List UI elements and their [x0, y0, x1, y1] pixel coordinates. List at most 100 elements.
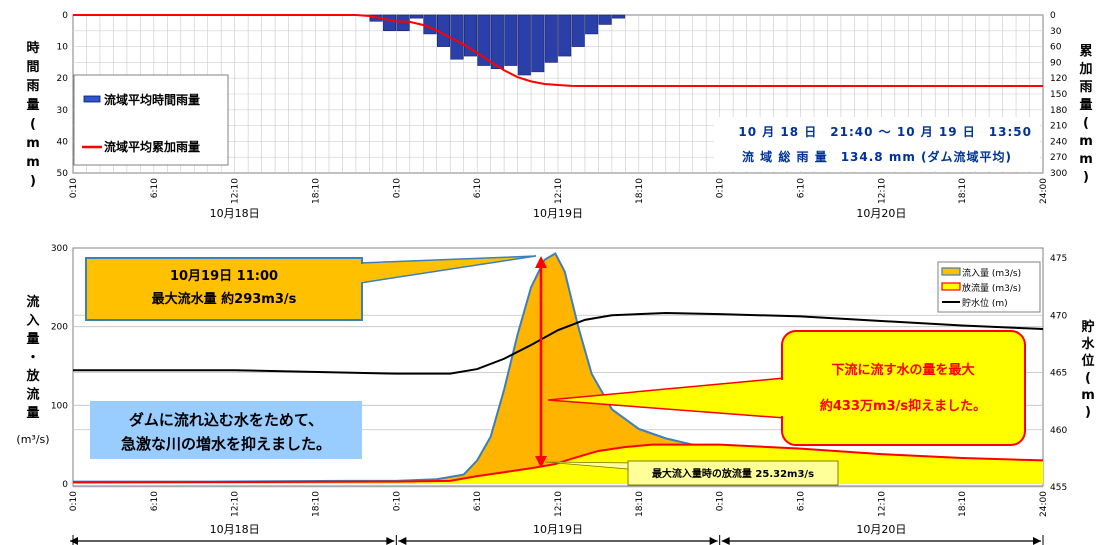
flow-day-label: 10月20日 — [856, 523, 906, 536]
rainfall-y-label-char: 間 — [26, 60, 39, 75]
day-span-arrowhead-left — [398, 537, 407, 545]
rainfall-info-box: 10 月 18 日 21:40 〜 10 月 19 日 13:50 流 域 総 … — [714, 117, 1040, 171]
cumulative-y-label-char: 加 — [1078, 62, 1092, 77]
flow-x-tick-label: 18:10 — [312, 491, 322, 517]
hourly-rain-bar — [517, 14, 531, 76]
water-level-y-ticks: 455 460 465 470 475 — [1050, 254, 1067, 493]
hourly-rain-bar — [598, 14, 612, 25]
rainfall-y-tick-label: 30 — [57, 106, 69, 116]
rainfall-legend: 流域平均時間雨量 流域平均累加雨量 — [73, 74, 229, 166]
cumulative-y-label-char: ) — [1083, 170, 1089, 185]
legend-hourly-rain-label: 流域平均時間雨量 — [104, 92, 200, 107]
water-level-line — [73, 311, 1044, 375]
rainfall-y-label-char: 雨 — [26, 79, 39, 94]
legend-hourly-rain-swatch — [83, 95, 101, 103]
rainfall-y-label-char: 量 — [26, 98, 39, 113]
peak-callout-line1: 10月19日 11:00 — [170, 269, 278, 284]
rainfall-x-ticks: 0:10 6:10 12:10 18:10 0:10 6:10 12:10 18:10 0:10… — [69, 178, 1049, 204]
hourly-rain-bar — [612, 14, 626, 19]
rainfall-x-tick-label: 18:10 — [635, 178, 645, 204]
flow-y-label-char: 放 — [25, 368, 40, 384]
peak-callout-line2: 最大流水量 約293m3/s — [152, 291, 297, 307]
water-level-y-label-char: ) — [1085, 405, 1091, 420]
peak-callout-box — [85, 257, 363, 321]
hourly-rain-bar — [410, 14, 424, 19]
day-span-arrowhead-left — [721, 537, 730, 545]
flow-y-tick-label: 300 — [51, 244, 68, 254]
rainfall-y-label-char: ) — [30, 174, 36, 189]
hourly-rain-bars — [369, 14, 626, 76]
legend-cumulative-rain-label: 流域平均累加雨量 — [104, 139, 200, 154]
rainfall-x-tick-label: 12:10 — [877, 178, 887, 204]
flow-x-tick-label: 18:10 — [958, 491, 968, 517]
hourly-rain-bar — [504, 14, 518, 66]
flow-y-label-unit: (m³/s) — [16, 433, 49, 446]
outflow-line — [72, 443, 1044, 484]
cumulative-y-tick-label: 150 — [1050, 90, 1067, 100]
rainfall-x-tick-label: 0:10 — [69, 178, 79, 198]
rainfall-x-tick-label: 18:10 — [958, 178, 968, 204]
hourly-rain-bar — [571, 14, 585, 47]
flow-y-label-char: ・ — [26, 351, 39, 366]
flow-x-tick-label: 6:10 — [473, 491, 483, 511]
cumulative-y-label-char: ( — [1083, 116, 1089, 131]
flow-day-label: 10月19日 — [533, 523, 583, 536]
rainfall-day-labels: 10月18日 10月19日 10月20日 — [210, 207, 907, 220]
flow-x-tick-label: 0:10 — [716, 491, 726, 511]
cumulative-y-tick-label: 120 — [1050, 74, 1067, 84]
dam-message-box: ダムに流れ込む水をためて、 急激な川の増水を抑えました。 — [90, 401, 362, 459]
flow-chart: 0 100 200 300 455 460 465 470 475 0:10 6:10 12:10… — [16, 244, 1095, 545]
water-level-y-label-char: ( — [1085, 371, 1091, 386]
legend-outflow-swatch — [941, 282, 961, 291]
rainfall-info-background — [714, 117, 1040, 171]
cumulative-y-tick-label: 30 — [1050, 27, 1062, 37]
flow-legend: 流入量 (m3/s) 放流量 (m3/s) 貯水位 (m) — [937, 261, 1041, 313]
cumulative-y-label-char: m — [1079, 152, 1093, 167]
flow-x-tick-label: 0:10 — [392, 491, 402, 511]
cumulative-y-ticks: 0 30 60 90 120 150 180 210 240 270 300 — [1050, 11, 1067, 179]
rainfall-legend-box — [73, 74, 229, 166]
flow-y-tick-label: 0 — [62, 480, 68, 490]
flow-y-tick-label: 200 — [51, 323, 68, 333]
rainfall-y-label-char: m — [26, 136, 40, 151]
rainfall-y-tick-label: 0 — [62, 11, 68, 21]
peak-flow-callout: 10月19日 11:00 最大流水量 約293m3/s — [85, 255, 537, 321]
hourly-rain-bar — [383, 14, 397, 32]
rainfall-total-text: 流 域 総 雨 量 134.8 mm (ダム流域平均) — [742, 149, 1012, 164]
peak-arrow-head-top — [535, 256, 547, 268]
legend-water-level-label: 貯水位 (m) — [962, 297, 1008, 309]
rainfall-period-text: 10 月 18 日 21:40 〜 10 月 19 日 13:50 — [738, 125, 1032, 139]
inflow-fill — [73, 253, 1043, 484]
cumulative-y-tick-label: 210 — [1050, 122, 1067, 132]
cumulative-y-label-char: 量 — [1079, 98, 1092, 113]
hourly-rain-bar — [463, 14, 477, 57]
dam-message-line1: ダムに流れ込む水をためて、 — [129, 411, 323, 429]
rainfall-day-label: 10月19日 — [533, 207, 583, 220]
hourly-rain-bar — [423, 14, 437, 35]
water-level-y-tick-label: 455 — [1050, 483, 1067, 493]
cumulative-y-tick-label: 0 — [1050, 11, 1056, 21]
rainfall-x-tick-label: 0:10 — [716, 178, 726, 198]
peak-release-label: 最大流入量時の放流量 25.32m3/s — [652, 467, 814, 480]
hourly-rain-bar — [531, 14, 545, 73]
flow-y-tick-label: 100 — [51, 401, 68, 411]
cumulative-y-tick-label: 60 — [1050, 43, 1062, 53]
rainfall-x-tick-label: 0:10 — [392, 178, 402, 198]
rainfall-y-label-char: m — [26, 155, 40, 170]
cumulative-y-tick-label: 270 — [1050, 153, 1067, 163]
rainfall-y-tick-label: 10 — [57, 43, 69, 53]
water-level-y-tick-label: 475 — [1050, 254, 1067, 264]
cumulative-rain-polyline — [73, 14, 1043, 87]
rainfall-chart: 0 10 20 30 40 50 0 30 60 90 120 150 180 210 240 270 300… — [26, 11, 1093, 220]
peak-arrow-head-bottom — [535, 456, 547, 468]
dam-message-background — [90, 401, 362, 459]
hourly-rain-bar — [544, 14, 558, 63]
water-level-polyline — [73, 311, 1044, 375]
rainfall-y-label-char: 時 — [26, 40, 39, 56]
flow-x-ticks: 0:10 6:10 12:10 18:10 0:10 6:10 12:10 18:10 0:10… — [69, 491, 1049, 517]
flow-y-label-char: 流 — [26, 294, 39, 310]
flow-x-tick-label: 12:10 — [554, 491, 564, 517]
hourly-rain-bar — [585, 14, 599, 35]
reduction-callout: 下流に流す水の量を最大 約433万m3/s抑えました。 — [547, 330, 1026, 446]
